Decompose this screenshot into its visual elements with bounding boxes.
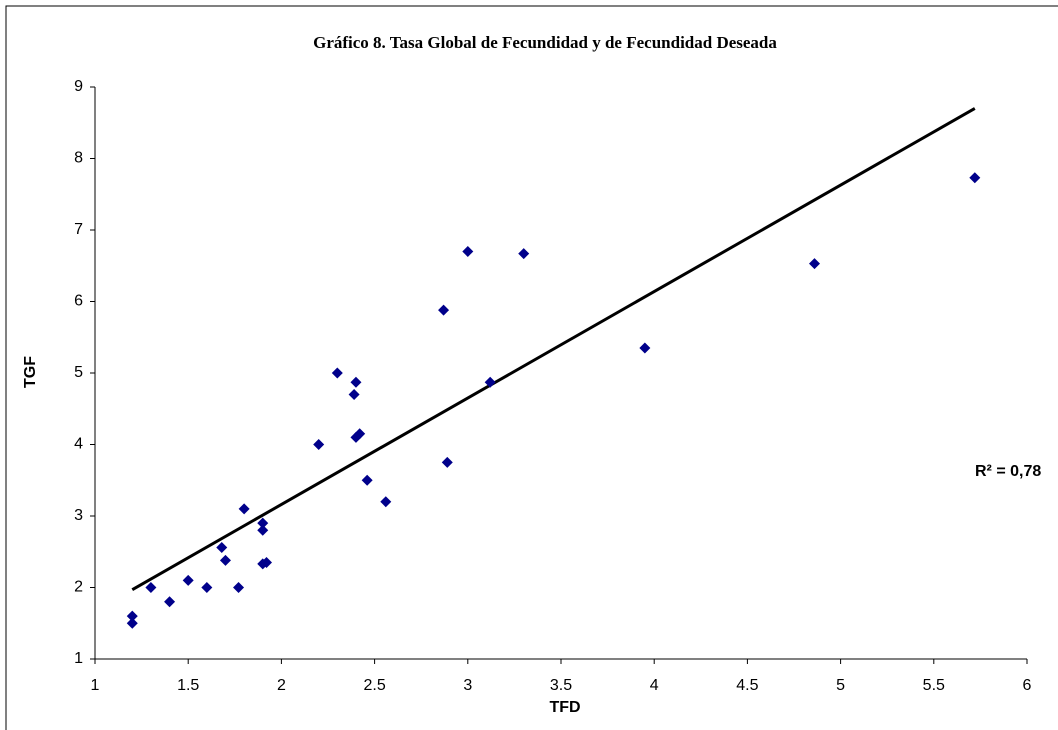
scatter-point: [313, 439, 325, 450]
scatter-point: [126, 617, 138, 629]
x-tick-label: 2.5: [363, 677, 385, 694]
y-axis-label: TGF: [22, 356, 39, 388]
scatter-point: [462, 245, 474, 257]
scatter-point: [518, 248, 530, 260]
scatter-point: [809, 258, 821, 270]
y-tick-label: 1: [74, 650, 83, 667]
scatter-point: [380, 496, 392, 508]
scatter-point: [257, 517, 269, 529]
scatter-point: [348, 388, 360, 400]
y-tick-label: 3: [74, 507, 83, 524]
y-tick-label: 4: [74, 436, 83, 453]
x-tick-label: 2: [277, 677, 286, 694]
scatter-point: [331, 367, 343, 379]
x-tick-label: 1.5: [177, 677, 199, 694]
scatter-point: [441, 456, 453, 468]
x-tick-label: 4: [650, 677, 659, 694]
scatter-point: [145, 582, 157, 593]
x-tick-label: 4.5: [736, 677, 758, 694]
scatter-point: [260, 556, 272, 568]
y-tick-label: 7: [74, 221, 83, 238]
scatter-point: [233, 582, 245, 593]
y-tick-label: 2: [74, 579, 83, 596]
scatter-point: [969, 172, 981, 184]
x-tick-label: 6: [1023, 677, 1032, 694]
x-tick-label: 3: [463, 677, 472, 694]
scatter-point: [126, 610, 138, 622]
y-tick-label: 5: [74, 364, 83, 381]
scatter-point: [484, 376, 496, 388]
x-tick-label: 5.5: [923, 677, 945, 694]
y-tick-label: 8: [74, 150, 83, 167]
y-tick-label: 6: [74, 293, 83, 310]
scatter-point: [350, 376, 362, 388]
scatter-point: [201, 582, 213, 593]
x-tick-label: 5: [836, 677, 845, 694]
scatter-point: [219, 554, 231, 566]
x-tick-label: 3.5: [550, 677, 572, 694]
trendline: [131, 107, 976, 591]
chart-frame: [5, 5, 1058, 730]
x-tick-label: 1: [91, 677, 100, 694]
chart-title: Gráfico 8. Tasa Global de Fecundidad y d…: [313, 33, 777, 52]
scatter-point: [164, 596, 176, 608]
scatter-point: [182, 574, 194, 586]
scatter-point: [438, 304, 450, 316]
scatter-point: [238, 503, 250, 515]
scatter-point: [257, 524, 269, 536]
scatter-point: [361, 474, 373, 486]
scatter-point: [639, 342, 651, 354]
r-squared-annotation: R² = 0,78: [975, 463, 1041, 480]
y-tick-label: 9: [74, 78, 83, 95]
scatter-point: [216, 541, 228, 553]
x-axis-label: TFD: [549, 699, 580, 716]
scatter-point: [354, 428, 366, 440]
